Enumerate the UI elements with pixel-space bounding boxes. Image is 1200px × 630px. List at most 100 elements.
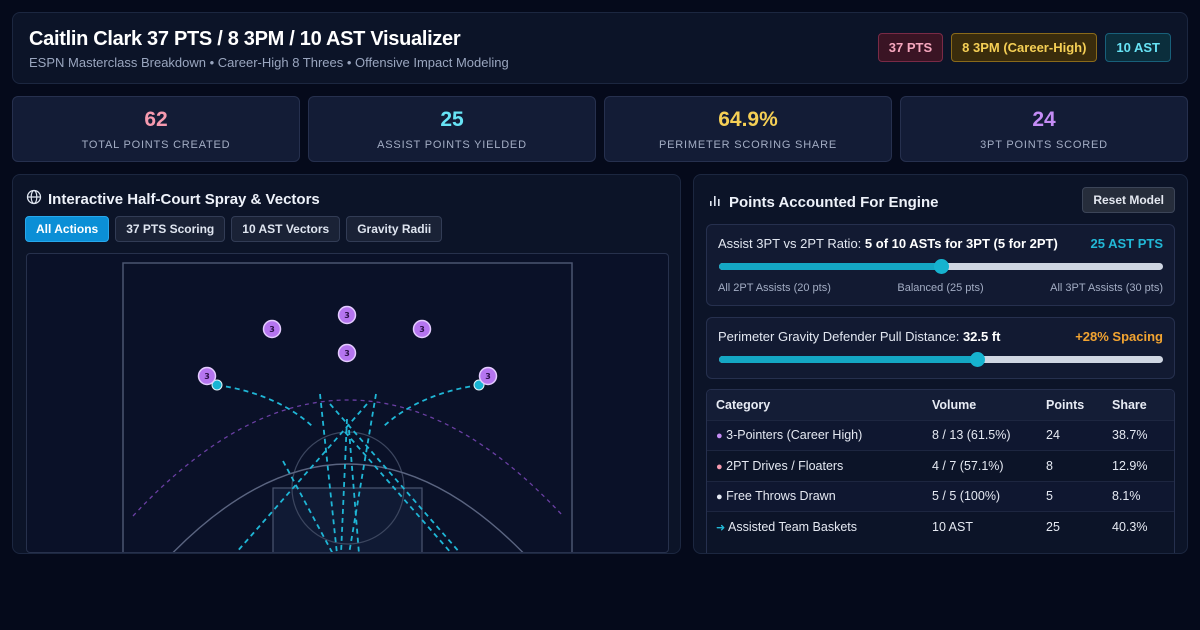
category-marker: ➜ [716,522,726,534]
category-marker: ● [716,460,723,473]
three-point-arc [172,463,524,552]
category-marker: ● [716,430,723,443]
three-marker-label: 3 [485,372,491,381]
filter-assist-vectors-button[interactable]: 10 AST Vectors [231,216,341,242]
stat-card-3pt-points: 24 3PT POINTS SCORED [900,96,1188,162]
three-made-marker[interactable]: 3 [337,343,357,363]
assist-vector [329,403,461,552]
three-marker-label: 3 [204,372,210,381]
gravity-label: Perimeter Gravity Defender Pull Distance… [718,329,960,344]
share-cell: 12.9% [1103,450,1174,481]
bar-chart-icon [707,192,723,213]
share-cell: 40.3% [1103,511,1174,542]
column-header-volume: Volume [923,390,1037,420]
volume-cell: 4 / 7 (57.1%) [923,450,1037,481]
pts-badge: 37 PTS [877,33,944,62]
stat-value: 64.9% [718,108,778,131]
table-row[interactable]: ● Free Throws Drawn 5 / 5 (100%) 5 8.1% [707,480,1174,512]
column-header-share: Share [1103,390,1174,420]
category-cell: ● 3-Pointers (Career High) [707,419,923,451]
points-cell: 8 [1037,450,1103,481]
assist-ratio-result: 25 AST PTS [1090,236,1163,251]
assist-ratio-label-group: Assist 3PT vs 2PT Ratio: 5 of 10 ASTs fo… [718,236,1058,251]
stat-label: PERIMETER SCORING SHARE [659,139,837,151]
assist-ratio-control: Assist 3PT vs 2PT Ratio: 5 of 10 ASTs fo… [706,224,1175,306]
three-made-marker[interactable]: 3 [337,305,357,325]
filter-scoring-button[interactable]: 37 PTS Scoring [115,216,226,242]
gravity-result: +28% Spacing [1075,329,1163,344]
stat-value: 62 [144,108,168,131]
court-filter-bar: All Actions 37 PTS Scoring 10 AST Vector… [25,216,443,242]
slider-fill [719,356,977,363]
assist-ratio-slider[interactable] [719,259,1163,274]
assist-vector [348,429,360,552]
assist-vector [348,393,377,552]
share-cell: 8.1% [1103,480,1174,512]
stat-label: ASSIST POINTS YIELDED [377,139,527,151]
points-cell: 24 [1037,419,1103,451]
passer-node [211,379,223,391]
paint-lane [272,487,423,552]
tick-label: All 2PT Assists (20 pts) [718,282,831,294]
half-court-canvas[interactable]: 3 3 3 3 3 [26,253,669,553]
gravity-slider[interactable] [719,352,1163,367]
table-header-row: Category Volume Points Share [707,390,1174,420]
assist-ratio-value: 5 of 10 ASTs for 3PT (5 for 2PT) [864,236,1058,251]
court-boundary [122,262,573,552]
gravity-label-group: Perimeter Gravity Defender Pull Distance… [718,329,1001,344]
column-header-category: Category [707,390,923,420]
filter-all-actions-button[interactable]: All Actions [25,216,110,242]
table-row[interactable]: ➜ Assisted Team Baskets 10 AST 25 40.3% [707,511,1174,542]
assist-ratio-header: Assist 3PT vs 2PT Ratio: 5 of 10 ASTs fo… [718,236,1163,251]
category-name: Free Throws Drawn [726,489,836,504]
reset-model-button[interactable]: Reset Model [1082,187,1175,213]
three-marker-label: 3 [344,311,350,320]
stat-value: 25 [440,108,464,131]
stat-value: 24 [1032,108,1056,131]
globe-icon [26,189,42,210]
page-title: Caitlin Clark 37 PTS / 8 3PM / 10 AST Vi… [29,28,461,50]
points-breakdown-table: Category Volume Points Share ● 3-Pointer… [706,389,1175,553]
three-marker-label: 3 [344,349,350,358]
gravity-header: Perimeter Gravity Defender Pull Distance… [718,329,1163,344]
category-cell: ● Free Throws Drawn [707,480,923,512]
engine-panel-title: Points Accounted For Engine [729,194,939,211]
gravity-value: 32.5 ft [962,329,1001,344]
assists-badge: 10 AST [1105,33,1171,62]
stat-label: 3PT POINTS SCORED [980,139,1108,151]
volume-cell: 10 AST [923,511,1037,542]
volume-cell: 5 / 5 (100%) [923,480,1037,512]
three-made-marker[interactable]: 3 [197,366,217,386]
three-made-marker[interactable]: 3 [478,366,498,386]
category-cell: ● 2PT Drives / Floaters [707,450,923,481]
column-header-points: Points [1037,390,1103,420]
points-cell: 25 [1037,511,1103,542]
category-name: Assisted Team Baskets [728,520,858,534]
slider-thumb[interactable] [969,352,985,367]
assist-vector [340,418,348,552]
share-cell: 38.7% [1103,419,1174,451]
three-marker-label: 3 [269,325,275,334]
court-panel: Interactive Half-Court Spray & Vectors A… [12,174,681,554]
stat-card-perimeter-share: 64.9% PERIMETER SCORING SHARE [604,96,892,162]
stat-label: TOTAL POINTS CREATED [81,139,231,151]
three-point-markers: 3 3 3 3 3 [197,305,498,386]
stat-card-assist-points: 25 ASSIST POINTS YIELDED [308,96,596,162]
table-row[interactable]: ● 3-Pointers (Career High) 8 / 13 (61.5%… [707,419,1174,451]
table-row[interactable]: ● 2PT Drives / Floaters 4 / 7 (57.1%) 8 … [707,450,1174,481]
stat-cards: 62 TOTAL POINTS CREATED 25 ASSIST POINTS… [12,96,1188,162]
court-panel-header: Interactive Half-Court Spray & Vectors [26,189,320,210]
three-made-marker[interactable]: 3 [262,319,282,339]
volume-cell: 8 / 13 (61.5%) [923,419,1037,451]
slider-thumb[interactable] [934,259,949,274]
stat-card-total-points: 62 TOTAL POINTS CREATED [12,96,300,162]
tick-label: Balanced (25 pts) [897,282,984,294]
category-marker: ● [716,491,723,504]
assist-ratio-ticks: All 2PT Assists (20 pts) Balanced (25 pt… [718,282,1163,294]
engine-panel: Points Accounted For Engine Reset Model … [693,174,1188,554]
tick-label: All 3PT Assists (30 pts) [1050,282,1163,294]
three-made-marker[interactable]: 3 [412,319,432,339]
filter-gravity-radii-button[interactable]: Gravity Radii [346,216,443,242]
threes-badge: 8 3PM (Career-High) [951,33,1098,62]
assist-vector [344,431,452,552]
